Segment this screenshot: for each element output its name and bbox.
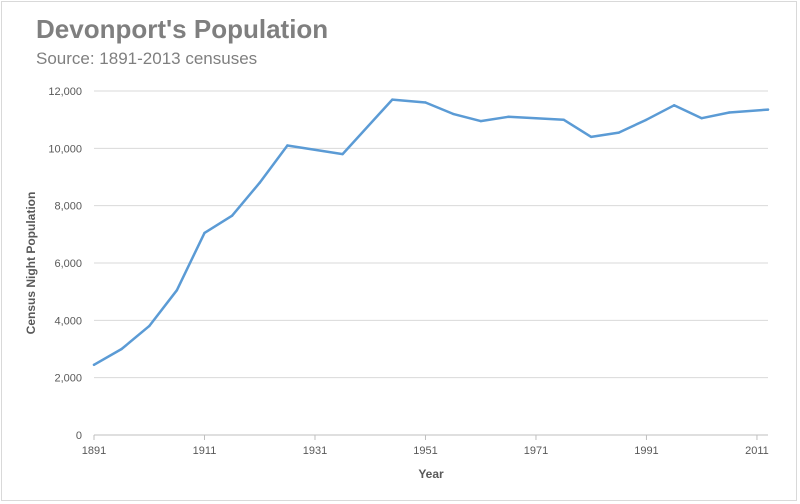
data-point-2001: [700, 117, 703, 120]
axes: [93, 434, 768, 440]
data-point-1956: [451, 112, 455, 116]
series-group: [92, 98, 770, 367]
series-line-0: [92, 98, 770, 367]
data-point-1926: [286, 144, 289, 147]
chart-title: Devonport's Population: [36, 14, 329, 44]
data-point-1921: [258, 181, 261, 184]
gridlines: [94, 90, 768, 379]
x-tick-label-2011: 2011: [745, 445, 769, 457]
data-point-1951: [424, 101, 427, 104]
x-tick-label-1951: 1951: [413, 445, 437, 457]
data-point-1891: [92, 363, 96, 366]
data-point-1906: [175, 289, 179, 292]
data-point-1901: [148, 324, 151, 328]
y-tick-label-0: 0: [76, 430, 82, 442]
data-point-1911: [203, 231, 206, 235]
x-tick-label-1911: 1911: [193, 445, 217, 457]
y-tick-label-10000: 10,000: [48, 143, 82, 155]
y-tick-label-6000: 6,000: [54, 258, 82, 270]
data-point-1916: [230, 214, 234, 217]
y-tick-label-12000: 12,000: [48, 86, 82, 98]
x-tick-label-1991: 1991: [634, 445, 658, 457]
x-tick-label-1891: 1891: [82, 445, 106, 457]
x-tick-label-1931: 1931: [303, 445, 327, 457]
data-point-1936: [341, 152, 344, 156]
data-point-1945: [391, 98, 394, 101]
y-tick-labels: 0 2,000 4,000 6,000 8,000 10,000 12,000: [48, 86, 82, 442]
data-point-1961: [479, 119, 482, 123]
data-point-1996: [672, 104, 676, 107]
data-point-2006: [728, 111, 731, 114]
data-point-1981: [590, 135, 593, 139]
data-point-1896: [120, 347, 123, 351]
x-tick-labels: 1891 1911 1931 1951 1971 1991 2011: [82, 445, 769, 457]
y-axis-title: Census Night Population: [24, 192, 38, 335]
x-tick-label-1971: 1971: [524, 445, 548, 457]
data-point-1971: [534, 117, 538, 120]
chart-subtitle: Source: 1891-2013 censuses: [36, 49, 258, 68]
y-tick-label-2000: 2,000: [54, 373, 82, 385]
data-point-1966: [507, 115, 510, 119]
y-tick-label-8000: 8,000: [54, 201, 82, 213]
x-axis-title: Year: [418, 467, 444, 481]
y-tick-label-4000: 4,000: [54, 315, 82, 327]
data-point-1991: [645, 118, 648, 121]
data-point-1976: [562, 118, 565, 121]
data-point-1986: [617, 131, 621, 134]
data-point-2013: [766, 108, 770, 111]
